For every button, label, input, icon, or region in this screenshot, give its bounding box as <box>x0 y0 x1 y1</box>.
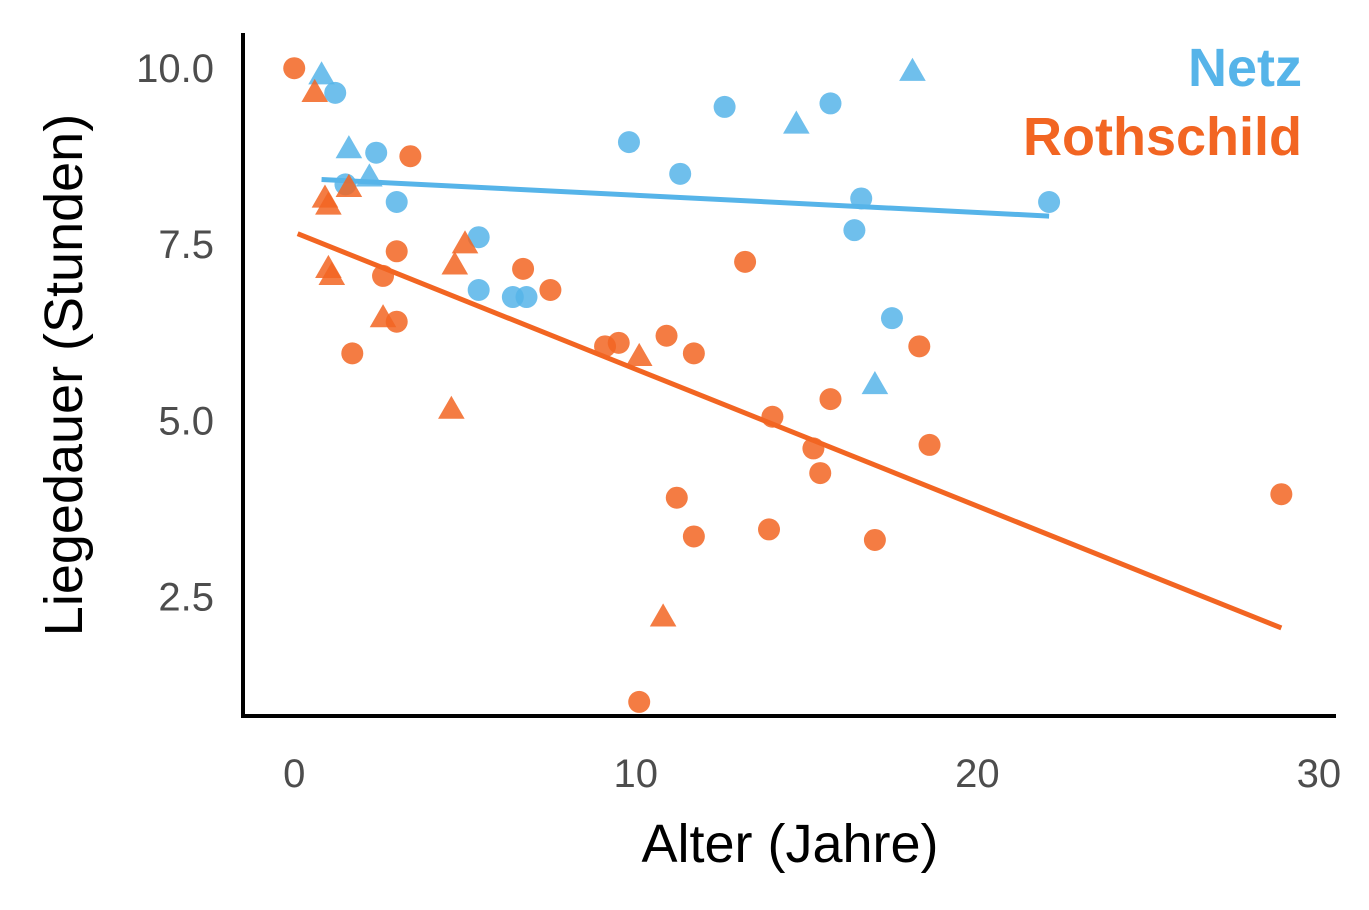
legend-rothschild: Rothschild <box>1023 107 1302 167</box>
netz-point-2 <box>335 135 363 159</box>
data-points <box>283 57 1293 713</box>
netz-point-11 <box>617 131 640 154</box>
netz-point-18 <box>880 307 903 330</box>
rothschild-point-17 <box>539 279 562 302</box>
rothschild-point-27 <box>809 462 832 485</box>
netz-point-0 <box>308 61 335 85</box>
y-tick-label-2: 7.5 <box>158 223 214 267</box>
netz-point-1 <box>324 81 347 104</box>
rothschild-point-21 <box>655 324 678 347</box>
rothschild-point-26 <box>802 437 825 460</box>
netz-point-3 <box>365 141 388 164</box>
rothschild-point-36 <box>1270 483 1293 506</box>
rothschild-point-32 <box>758 518 781 541</box>
rothschild-point-14 <box>451 230 479 254</box>
trend-lines <box>296 176 1283 631</box>
rothschild-point-31 <box>682 525 705 548</box>
rothschild-point-15 <box>438 395 465 419</box>
rothschild-point-20 <box>625 342 653 366</box>
rothschild-point-35 <box>628 690 651 713</box>
rothschild-point-12 <box>341 342 364 365</box>
netz-point-8 <box>467 279 490 302</box>
netz-point-20 <box>899 57 926 81</box>
rothschild-point-11 <box>385 310 408 333</box>
y-axis-title: Liegedauer (Stunden) <box>34 114 94 636</box>
rothschild-point-16 <box>512 257 535 280</box>
rothschild-point-22 <box>682 342 705 365</box>
legend: Netz Rothschild <box>1023 38 1302 167</box>
rothschild-point-3 <box>315 191 342 215</box>
x-tick-label-3: 30 <box>1297 752 1342 796</box>
netz-point-21 <box>1038 190 1061 213</box>
rothschild-point-13 <box>441 251 469 275</box>
y-tick-label-1: 5.0 <box>158 399 214 443</box>
rothschild-point-7 <box>318 261 346 286</box>
x-tick-label-0: 0 <box>283 752 305 796</box>
y-tick-label-0: 2.5 <box>158 575 214 619</box>
netz-point-14 <box>783 110 810 134</box>
rothschild-point-4 <box>335 173 363 198</box>
netz-point-7 <box>467 226 490 249</box>
rothschild-point-8 <box>372 264 395 287</box>
netz-point-16 <box>850 187 873 210</box>
rothschild-point-19 <box>607 331 630 354</box>
rothschild-point-9 <box>385 240 408 263</box>
x-tick-label-1: 10 <box>614 752 659 796</box>
netz-point-17 <box>843 219 866 242</box>
rothschild-point-25 <box>819 388 842 411</box>
netz-point-12 <box>669 162 692 185</box>
netz-point-10 <box>515 286 538 309</box>
rothschild-point-28 <box>908 335 931 358</box>
rothschild-point-30 <box>665 486 688 509</box>
rothschild-point-33 <box>863 528 886 551</box>
rothschild-point-23 <box>734 250 757 273</box>
netz-point-19 <box>861 371 889 395</box>
rothschild-point-5 <box>399 145 422 168</box>
x-tick-labels: 0 10 20 30 <box>283 752 1341 796</box>
x-tick-label-2: 20 <box>955 752 1000 796</box>
rothschild-trend-line <box>296 231 1283 631</box>
y-tick-labels: 2.5 5.0 7.5 10.0 <box>136 47 214 619</box>
rothschild-point-0 <box>283 57 306 80</box>
rothschild-point-29 <box>918 433 941 456</box>
netz-point-5 <box>356 163 383 187</box>
rothschild-point-34 <box>649 603 677 627</box>
legend-netz: Netz <box>1188 38 1302 98</box>
netz-point-6 <box>385 190 408 213</box>
netz-trend-line <box>321 176 1050 219</box>
netz-point-15 <box>819 92 842 115</box>
x-axis-title: Alter (Jahre) <box>641 814 938 874</box>
rothschild-point-1 <box>301 78 329 102</box>
y-tick-label-3: 10.0 <box>136 47 214 91</box>
rothschild-point-24 <box>761 405 784 428</box>
netz-point-13 <box>713 95 736 118</box>
